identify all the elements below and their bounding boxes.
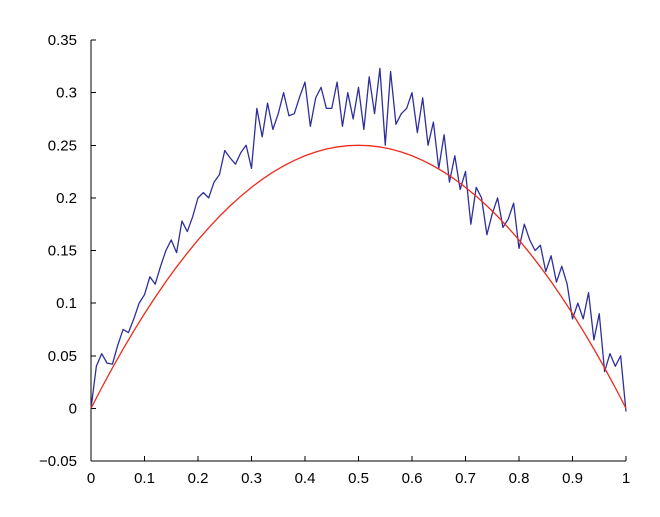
y-tick-label: 0.05 xyxy=(48,348,77,365)
y-axis-ticks: −0.05 0 0.05 0.1 0.15 0.2 0.25 0.3 0.35 xyxy=(39,32,96,470)
x-axis-ticks: 0 0.1 0.2 0.3 0.4 0.5 0.6 0.7 0.8 0.9 1 xyxy=(87,456,630,487)
x-tick-label: 0.3 xyxy=(241,470,262,487)
x-tick-label: 0.2 xyxy=(188,470,209,487)
x-tick-label: 1 xyxy=(622,470,630,487)
x-tick-label: 0.6 xyxy=(402,470,423,487)
smooth-curve-series-line xyxy=(90,144,627,409)
x-tick-label: 0.8 xyxy=(509,470,530,487)
y-tick-label: 0.2 xyxy=(56,190,77,207)
x-tick-label: 0.4 xyxy=(295,470,316,487)
x-tick-label: 0.5 xyxy=(348,470,369,487)
y-tick-label: 0 xyxy=(69,400,77,417)
x-tick-label: 0.1 xyxy=(134,470,155,487)
y-tick-label: 0.35 xyxy=(48,32,77,49)
y-tick-label: 0.3 xyxy=(56,85,77,102)
plot-series xyxy=(90,67,627,412)
x-tick-label: 0 xyxy=(87,470,95,487)
x-tick-label: 0.7 xyxy=(455,470,476,487)
y-tick-label: −0.05 xyxy=(39,453,77,470)
noisy-series-line xyxy=(90,67,627,412)
axes xyxy=(90,40,626,462)
y-tick-label: 0.15 xyxy=(48,243,77,260)
x-tick-label: 0.9 xyxy=(562,470,583,487)
y-tick-label: 0.25 xyxy=(48,137,77,154)
y-tick-label: 0.1 xyxy=(56,295,77,312)
